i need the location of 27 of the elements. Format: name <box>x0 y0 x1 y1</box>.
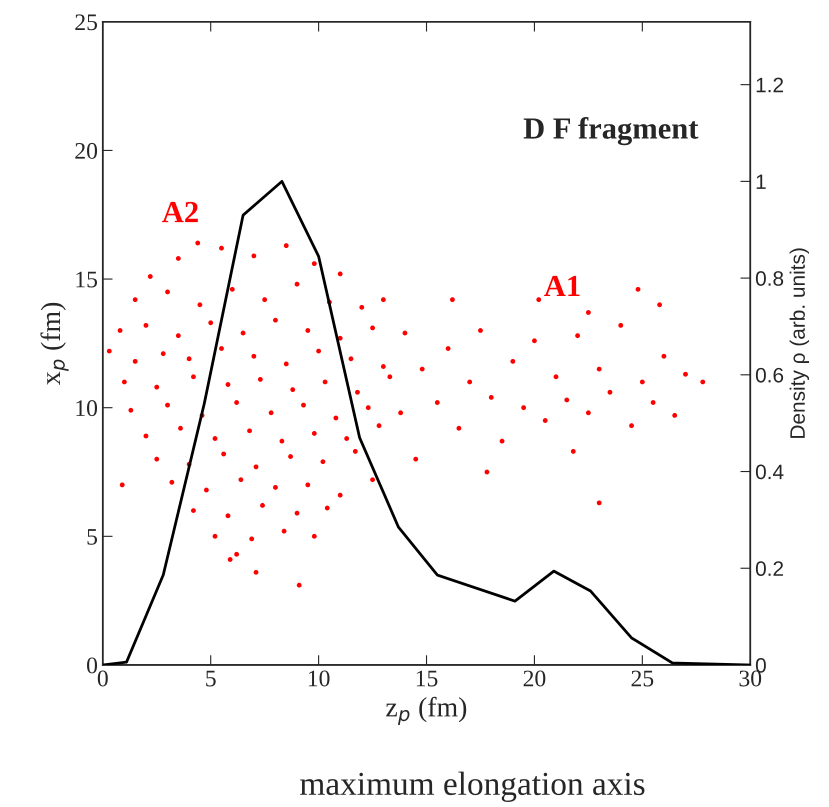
y-tick-label: 15 <box>76 272 98 288</box>
x-tick-label: 0 <box>98 670 108 686</box>
annotation: D F fragment <box>524 117 698 146</box>
y-axis-title: x$_{p}$ (fm) <box>40 302 69 385</box>
y2-tick-label: 0.4 <box>756 464 784 480</box>
x-tick-label: 5 <box>206 670 216 686</box>
y2-axis-title: Density ρ (arb. units) <box>790 248 810 438</box>
x-axis-title: z$_{p}$ (fm) <box>386 696 466 725</box>
x-tick-label: 20 <box>524 670 546 686</box>
y-tick-label: 20 <box>75 142 98 159</box>
y-tick-label: 25 <box>75 14 98 30</box>
y-tick-label: 0 <box>87 657 98 674</box>
y2-tick-label: 0.8 <box>756 271 784 286</box>
y2-tick-label: 0.2 <box>756 561 784 576</box>
text: maximum elongation axis <box>300 772 644 802</box>
x-tick-label: 15 <box>416 670 438 686</box>
y2-tick-label: 1 <box>756 174 766 189</box>
annotation: A1 <box>544 276 580 296</box>
y2-tick-label: 1.2 <box>756 78 784 92</box>
y2-tick-label: 0.6 <box>756 368 784 383</box>
y2-tick-label: 0 <box>756 658 766 673</box>
x-tick-label: 25 <box>632 670 654 686</box>
x-tick-label: 10 <box>308 670 330 686</box>
y-tick-label: 5 <box>88 529 98 545</box>
annotation: A2 <box>162 202 198 222</box>
x-tick-label: 30 <box>740 670 762 686</box>
y-tick-label: 10 <box>76 400 98 416</box>
